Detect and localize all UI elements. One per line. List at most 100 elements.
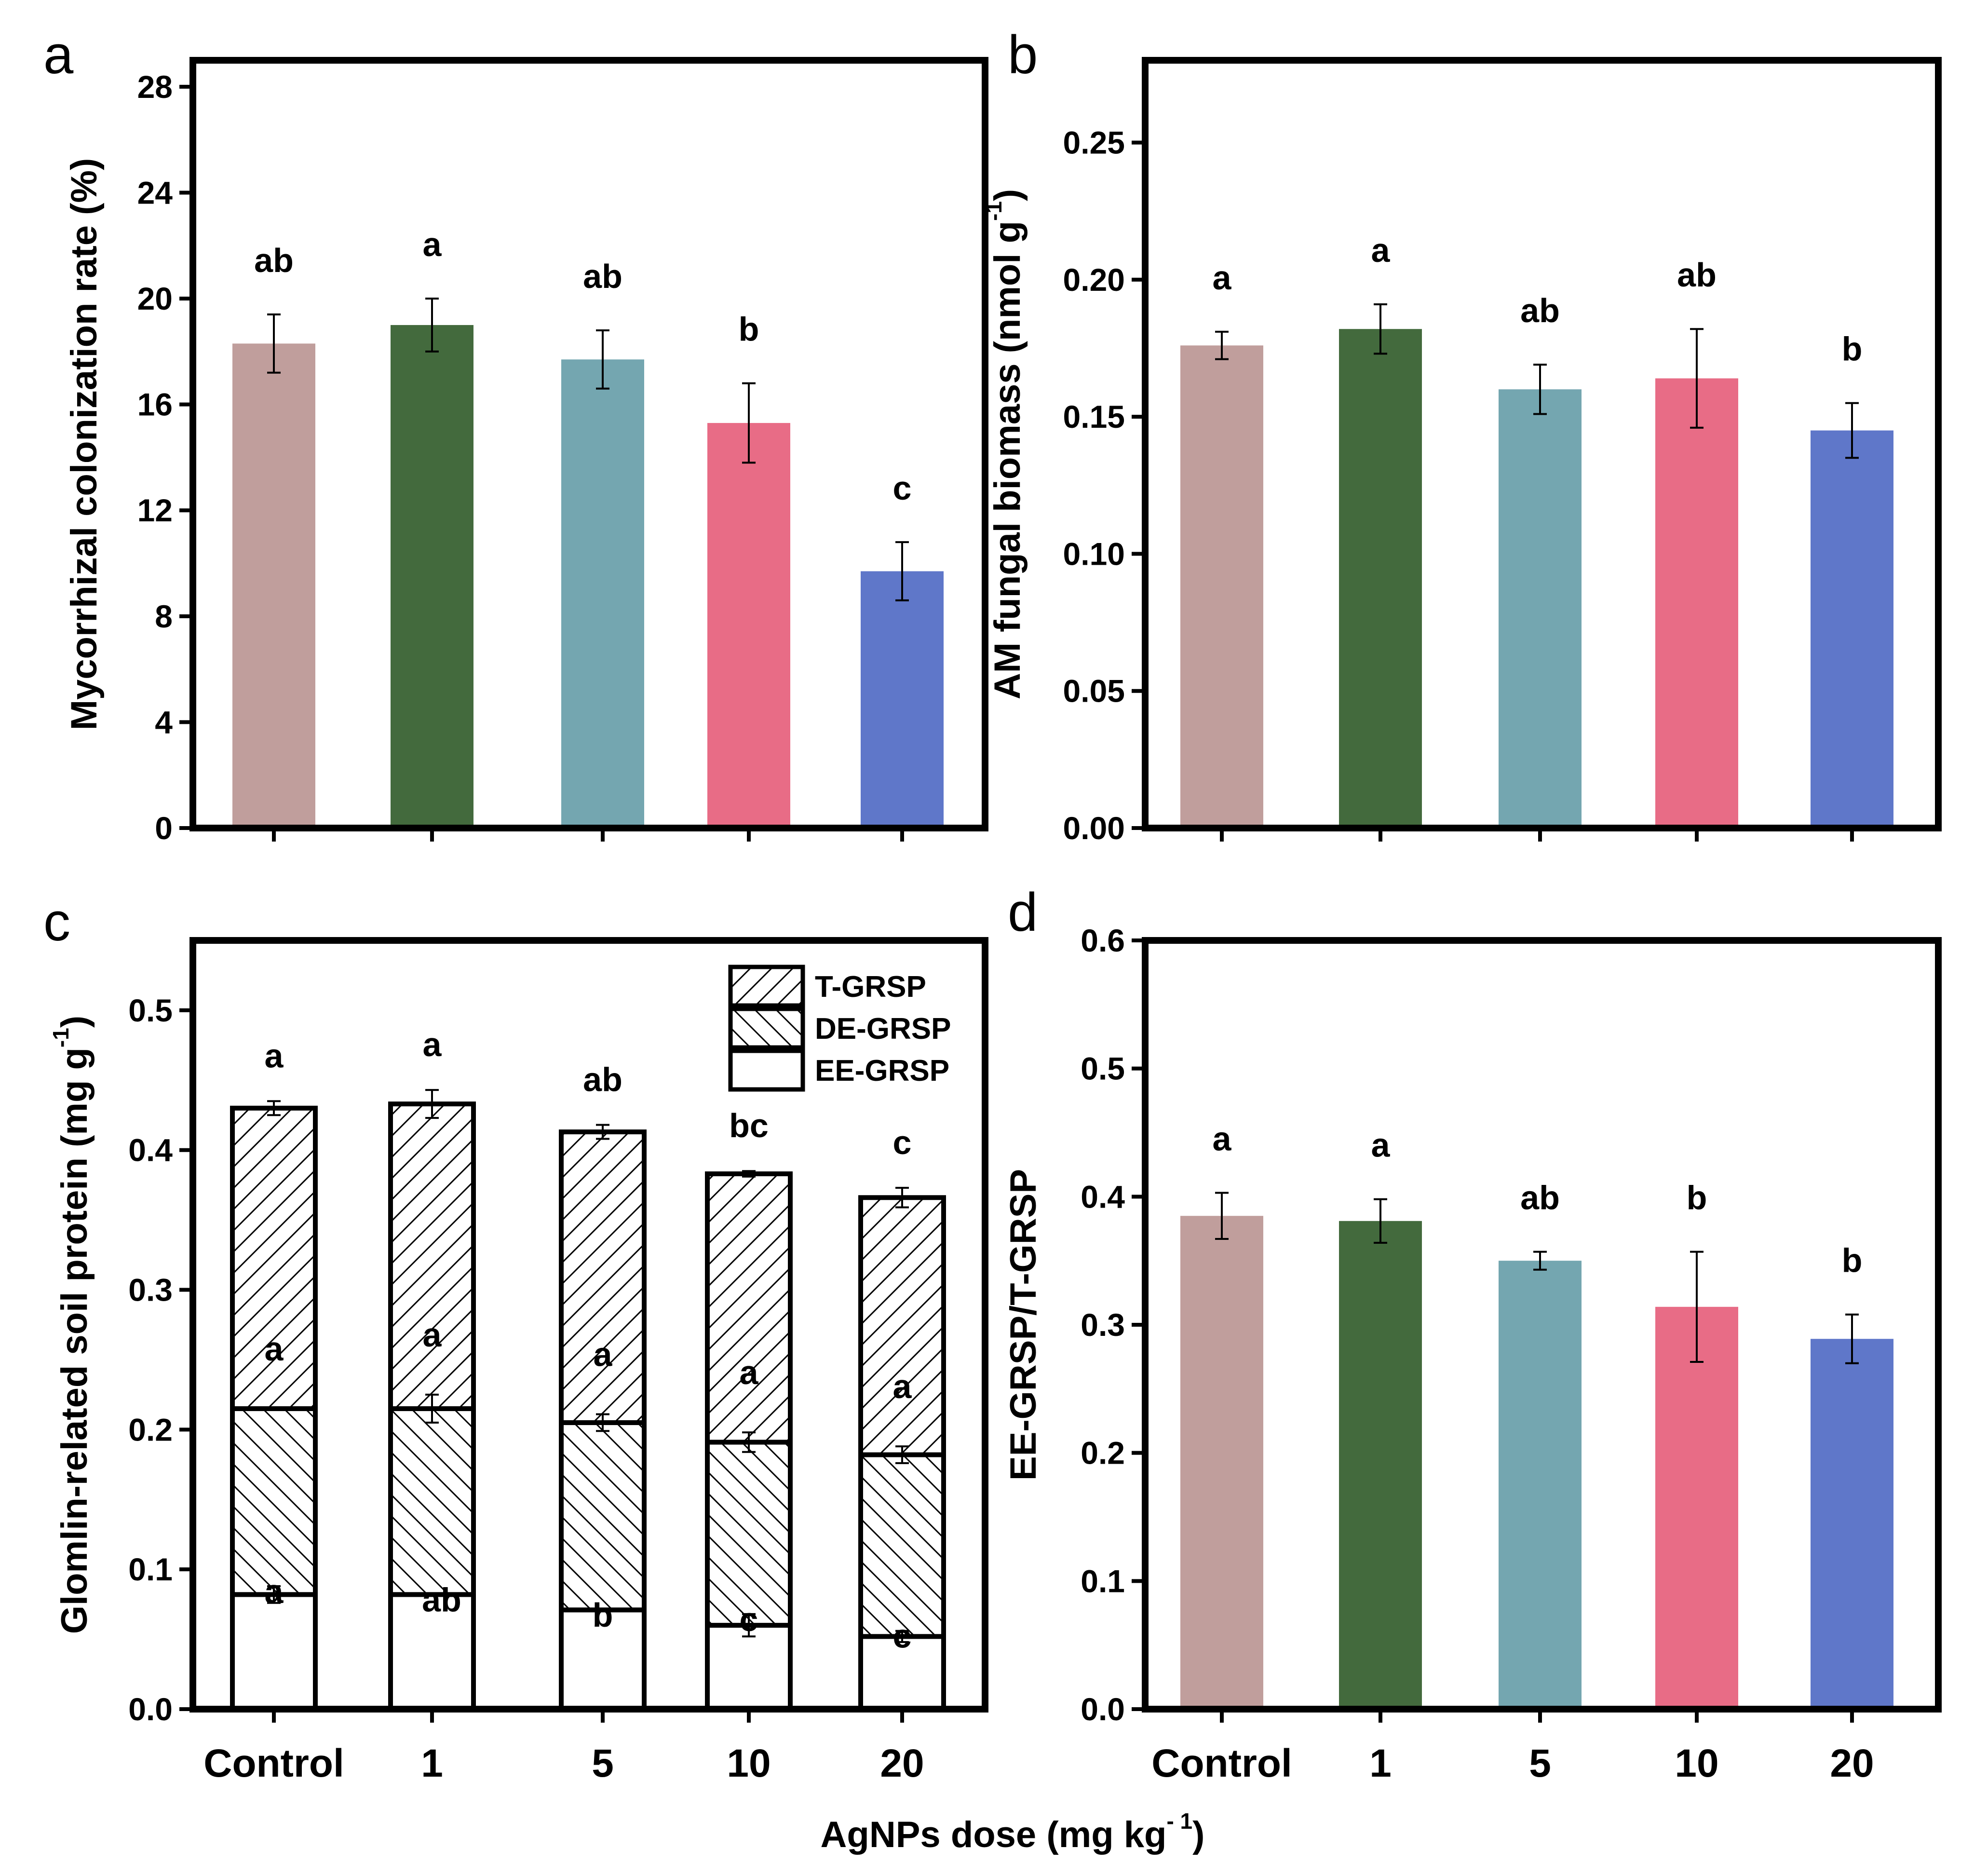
y-axis-title-main: Glomlin-related soil protein (mg g (54, 1047, 95, 1634)
y-tick-label: 8 (155, 598, 173, 634)
bar (1339, 329, 1422, 829)
y-tick-label: 0.0 (1081, 1691, 1125, 1727)
y-tick-label: 24 (137, 175, 173, 210)
y-axis-title-sup: -1 (981, 201, 1006, 221)
x-axis-title: AgNPs dose (mg kg- 1) (821, 1808, 1205, 1855)
category-label: 20 (880, 1741, 924, 1785)
significance-label: a (1371, 231, 1391, 269)
stack-segment (559, 1420, 647, 1613)
y-tick-label: 0.5 (128, 992, 173, 1028)
significance-label: a (423, 226, 442, 263)
y-tick-label: 0.2 (128, 1412, 173, 1447)
y-tick-label: 0.25 (1063, 125, 1125, 161)
stack-segment (230, 1406, 318, 1597)
plot-frame (189, 937, 988, 1713)
y-axis-title-main: EE-GRSP/T-GRSP (1003, 1169, 1044, 1481)
y-tick-label: 0.2 (1081, 1435, 1125, 1471)
y-axis-title-sup: -1 (48, 1028, 73, 1047)
stack-segment (230, 1105, 318, 1411)
category-label: Control (203, 1741, 344, 1785)
panel-b: b 0.00 0.05 0.10 0.15 0.20 0.25 a a ab ab b AM funga… (981, 25, 1942, 846)
panel-d: d 0.0 0.1 0.2 0.3 0.4 0.5 0.6 a a ab b b Control 1 5 10 2… (1003, 882, 1942, 1785)
y-axis-title: EE-GRSP/T-GRSP (1003, 1169, 1044, 1481)
significance-label: bc (729, 1107, 769, 1144)
legend-swatch (728, 1006, 805, 1050)
stack-segment (388, 1101, 476, 1411)
bar (1811, 1339, 1893, 1709)
category-label: 1 (421, 1741, 443, 1785)
bar (861, 571, 944, 828)
y-tick-label: 0.3 (128, 1272, 173, 1308)
bar (1655, 1306, 1738, 1709)
y-tick-label: 0.05 (1063, 673, 1125, 709)
y-tick-label: 20 (137, 281, 173, 316)
bar (1339, 1221, 1422, 1709)
legend-label: EE-GRSP (815, 1054, 949, 1088)
y-axis-title: AM fungal biomass (nmol g-1) (981, 189, 1028, 699)
y-tick-label: 0 (155, 810, 173, 846)
x-axis-title-close: ) (1192, 1814, 1204, 1855)
panel-letter: d (1008, 882, 1038, 942)
significance-label: ab (583, 258, 622, 295)
panel-letter: b (1008, 25, 1038, 85)
significance-label: ab (254, 242, 294, 279)
y-tick-label: 12 (137, 492, 173, 528)
bar (707, 423, 790, 828)
y-tick-label: 28 (137, 69, 173, 105)
bar (1655, 378, 1738, 828)
significance-label: a (893, 1368, 912, 1405)
y-tick-label: 0.20 (1063, 262, 1125, 298)
significance-label: a (1371, 1127, 1391, 1164)
y-tick-label: 0.5 (1081, 1051, 1125, 1087)
y-tick-label: 4 (155, 704, 173, 740)
stack-segment (388, 1406, 476, 1597)
significance-label: a (423, 1026, 442, 1063)
category-label: 20 (1830, 1741, 1874, 1785)
significance-label: c (893, 1618, 912, 1655)
significance-label: c (893, 469, 912, 507)
significance-label: c (740, 1601, 758, 1638)
y-tick-label: 0.15 (1063, 399, 1125, 435)
y-tick-label: 0.1 (1081, 1563, 1125, 1599)
y-tick-label: 0.1 (128, 1551, 173, 1587)
significance-label: ab (422, 1581, 461, 1618)
plot-frame (1142, 57, 1942, 831)
significance-label: ab (1520, 292, 1560, 329)
category-label: 10 (727, 1741, 771, 1785)
stack-segment (705, 1440, 793, 1628)
significance-label: a (740, 1354, 759, 1391)
bar (1499, 389, 1582, 828)
bar (1180, 345, 1263, 828)
y-axis-title-main: Mycorrhizal colonization rate (%) (64, 158, 105, 731)
category-label: 10 (1675, 1741, 1718, 1785)
y-axis-title-main: AM fungal biomass (nmol g (987, 221, 1028, 699)
stack-segment (230, 1592, 318, 1712)
bar (232, 343, 315, 828)
category-label: 5 (592, 1741, 614, 1785)
bar (391, 325, 473, 828)
bar (1811, 430, 1893, 828)
x-axis-title-sup: - 1 (1166, 1808, 1192, 1834)
y-tick-label: 16 (137, 387, 173, 422)
legend-swatch (728, 965, 805, 1008)
stack-segment (858, 1452, 946, 1639)
y-axis-title-close: ) (987, 189, 1028, 201)
y-tick-label: 0.4 (128, 1132, 173, 1168)
legend-label: T-GRSP (815, 970, 926, 1004)
significance-label: b (1842, 330, 1863, 368)
significance-label: ab (583, 1061, 622, 1099)
panel-c: c0.00.10.20.30.40.5aaaabaabaabcabccacT-G… (43, 892, 988, 1785)
significance-label: ab (1677, 256, 1717, 294)
panel-letter: a (43, 25, 74, 85)
y-axis-title: Glomlin-related soil protein (mg g-1) (48, 1016, 95, 1634)
y-tick-label: 0.00 (1063, 810, 1125, 846)
y-axis-title: Mycorrhizal colonization rate (%) (64, 158, 105, 731)
significance-label: a (265, 1573, 284, 1610)
category-label: Control (1151, 1741, 1292, 1785)
plot-frame (189, 57, 988, 831)
stack-segment (705, 1171, 793, 1445)
bar (1180, 1216, 1263, 1709)
stack-segment (858, 1195, 946, 1457)
y-tick-label: 0.4 (1081, 1179, 1125, 1214)
